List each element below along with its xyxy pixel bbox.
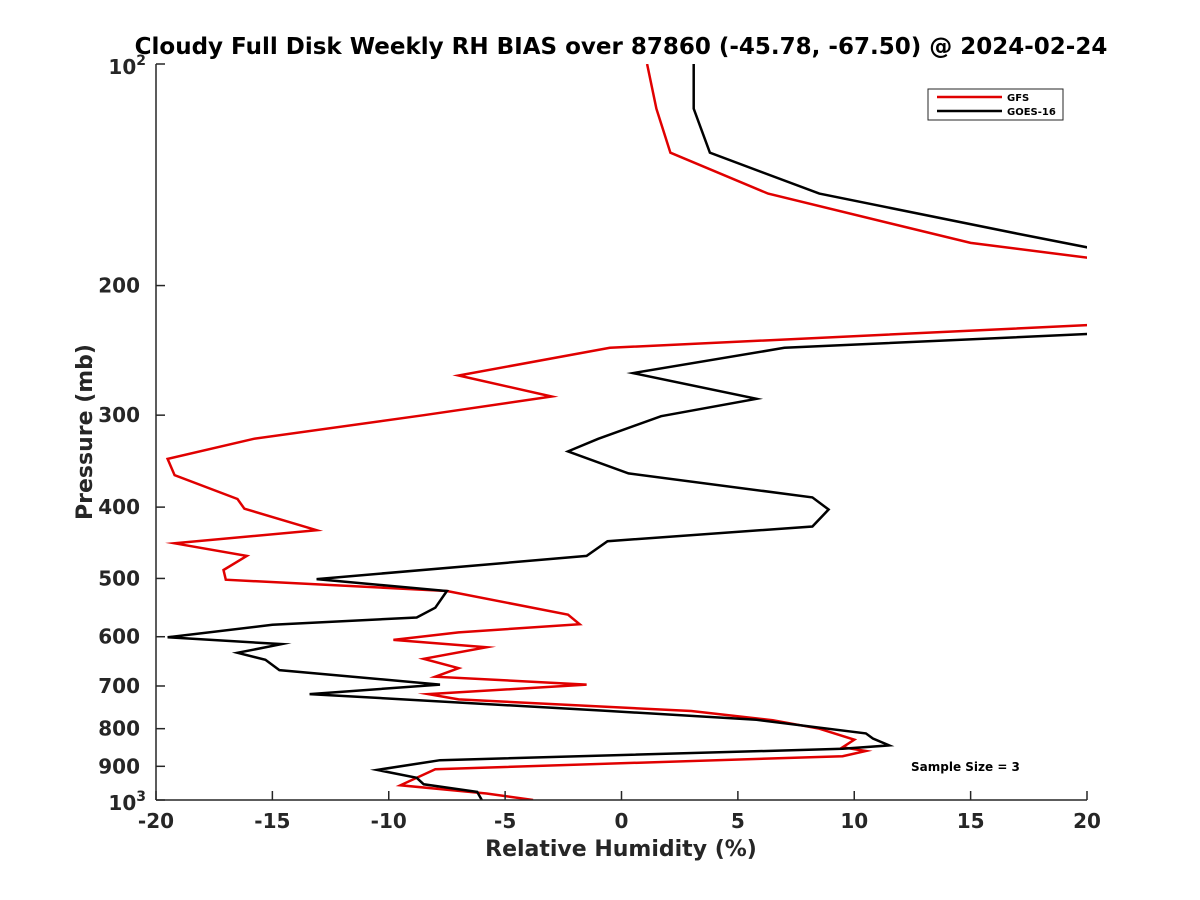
x-tick-label: -20 [138, 809, 174, 833]
series-line-gfs [165, 64, 1087, 800]
x-tick-label: 20 [1073, 809, 1101, 833]
x-ticks: -20 -15 -10 -5 0 5 10 15 20 [138, 791, 1101, 833]
y-tick-label: 700 [98, 674, 140, 698]
y-tick-label: 103 [108, 789, 146, 815]
legend: GFS GOES-16 [927, 88, 1064, 121]
y-tick-label: 102 [108, 53, 146, 79]
x-tick-label: 5 [731, 809, 745, 833]
y-tick-label: 800 [98, 717, 140, 741]
legend-label-gfs: GFS [1007, 93, 1029, 104]
y-axis-label: Pressure (mb) [73, 344, 98, 520]
y-tick-label: 400 [98, 495, 140, 519]
y-tick-label: 300 [98, 403, 140, 427]
x-axis-label: Relative Humidity (%) [485, 837, 757, 862]
x-tick-label: 0 [615, 809, 629, 833]
x-tick-label: -15 [254, 809, 290, 833]
y-tick-label: 500 [98, 566, 140, 590]
y-tick-label: 900 [98, 754, 140, 778]
chart-title: Cloudy Full Disk Weekly RH BIAS over 878… [135, 34, 1108, 60]
series-line-goes16 [167, 64, 1087, 800]
x-tick-label: -10 [371, 809, 407, 833]
y-tick-label: 200 [98, 274, 140, 298]
sample-size-annotation: Sample Size = 3 [911, 760, 1020, 774]
x-tick-label: 15 [957, 809, 985, 833]
y-ticks: 102 200 300 400 500 600 700 800 900 103 [98, 53, 165, 815]
legend-label-goes16: GOES-16 [1007, 107, 1056, 118]
x-tick-label: 10 [840, 809, 868, 833]
y-tick-label: 600 [98, 625, 140, 649]
legend-box [927, 88, 1064, 121]
x-tick-label: -5 [494, 809, 516, 833]
series-layer [165, 64, 1087, 800]
